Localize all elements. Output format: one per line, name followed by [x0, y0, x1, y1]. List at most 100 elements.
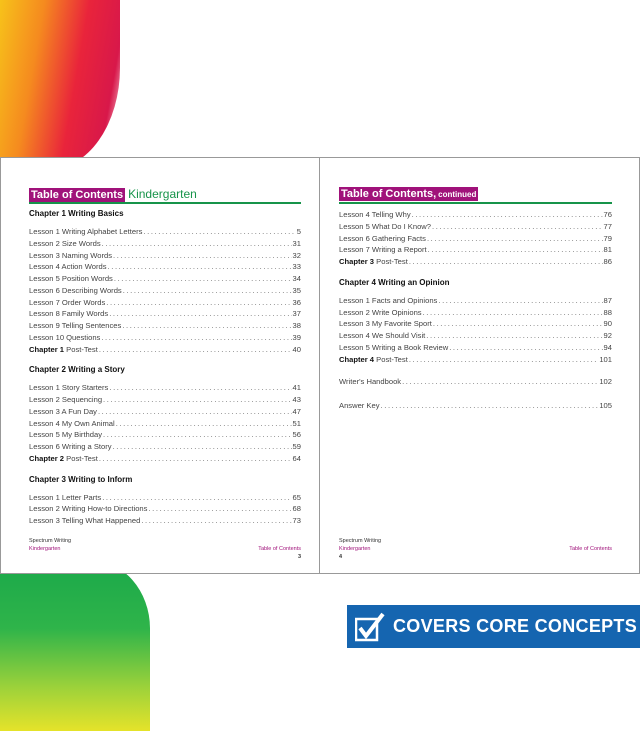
toc-entry: Lesson 1 Facts and Opinions 87 — [339, 295, 612, 307]
chapter-heading: Chapter 4 Writing an Opinion — [339, 277, 450, 287]
entry-title: Post-Test — [66, 344, 98, 354]
leader-dots — [143, 226, 295, 238]
entry-page: 77 — [603, 221, 612, 231]
toc-entry: Lesson 3 Naming Words 32 — [29, 250, 301, 262]
toc-entry: Lesson 1 Letter Parts 65 — [29, 492, 301, 504]
entry-title: Lesson 7 Writing a Report — [339, 245, 427, 255]
entry-page: 40 — [292, 344, 301, 354]
entry-title: Lesson 4 We Should Visit — [339, 331, 426, 340]
leader-dots — [409, 256, 603, 268]
entry-title: Lesson 6 Gathering Facts — [339, 233, 426, 243]
footer-book: Spectrum Writing — [29, 538, 72, 544]
continued-label: continued — [438, 190, 477, 199]
leader-dots — [113, 250, 292, 262]
entry-page: 102 — [599, 377, 612, 387]
entry-title: Lesson 4 Telling Why — [339, 210, 411, 219]
entry-title: Lesson 3 Naming Words — [29, 250, 113, 260]
toc-entry: Lesson 1 Story Starters 41 — [29, 382, 301, 394]
entry-title: Lesson 2 Size Words — [29, 238, 101, 248]
leader-dots — [428, 244, 603, 256]
leader-dots — [122, 320, 291, 332]
right-footer: Spectrum Writing Kindergarten Table of Co… — [339, 537, 612, 561]
toc-entry: Lesson 5 Position Words 34 — [29, 273, 301, 285]
toc-title: Table of Contents, — [341, 188, 437, 200]
grade-subtitle: Kindergarten — [128, 187, 197, 201]
leader-dots — [438, 295, 602, 307]
entry-title: Lesson 3 Telling What Happened — [29, 516, 141, 525]
leader-dots — [432, 221, 603, 233]
entry-page: 64 — [292, 453, 301, 463]
leader-dots — [98, 406, 292, 418]
entry-page: 92 — [603, 331, 612, 340]
toc-entry: Lesson 3 A Fun Day 47 — [29, 406, 301, 418]
leader-dots — [409, 354, 599, 366]
entry-page: 39 — [292, 332, 301, 342]
toc-entry: Lesson 2 Writing How-to Directions 68 — [29, 503, 301, 515]
toc-entry: Lesson 4 We Should Visit 92 — [339, 330, 612, 342]
entry-title: Post-Test — [66, 453, 98, 463]
leader-dots — [103, 394, 292, 406]
left-page-title: Table of Contents Kindergarten — [29, 187, 197, 202]
leader-dots — [102, 492, 291, 504]
leader-dots — [381, 400, 599, 412]
leader-dots — [148, 503, 291, 515]
leader-dots — [141, 515, 291, 527]
entry-title: Lesson 1 Facts and Opinions — [339, 295, 438, 305]
toc-entry: Lesson 6 Describing Words 35 — [29, 285, 301, 297]
entry-page: 43 — [292, 395, 301, 404]
entry-page: 47 — [292, 406, 301, 416]
entry-page: 94 — [603, 342, 612, 352]
entry-title: Lesson 3 A Fun Day — [29, 406, 97, 416]
page-number: 3 — [297, 554, 301, 560]
leader-dots — [103, 429, 292, 441]
entry-title: Post-Test — [376, 257, 408, 266]
footer-section: Table of Contents — [569, 546, 612, 552]
toc-entry: Lesson 2 Size Words 31 — [29, 238, 301, 250]
entry-page: 38 — [292, 321, 301, 330]
toc-entry: Lesson 4 Telling Why 76 — [339, 209, 612, 221]
leader-dots — [426, 330, 602, 342]
entry-title: Lesson 8 Family Words — [29, 309, 109, 319]
entry-page: 90 — [603, 319, 612, 329]
toc-entry: Lesson 3 My Favorite Sport 90 — [339, 318, 612, 330]
leader-dots — [99, 344, 292, 356]
leader-dots — [109, 308, 291, 320]
entry-page: 36 — [292, 297, 301, 307]
toc-entry: Lesson 6 Writing a Story 59 — [29, 441, 301, 453]
entry-title: Post-Test — [376, 354, 408, 364]
decorative-swoosh-bottom — [0, 560, 150, 731]
toc-entry: Lesson 5 My Birthday 56 — [29, 429, 301, 441]
entry-page: 81 — [603, 245, 612, 255]
banner-text: COVERS CORE CONCEPTS — [393, 616, 638, 636]
toc-entry: Answer Key 105 — [339, 400, 612, 412]
leader-dots — [113, 441, 292, 453]
leader-dots — [116, 418, 292, 430]
leader-dots — [99, 453, 292, 465]
right-page-title: Table of Contents, continued — [339, 187, 479, 201]
leader-dots — [109, 382, 291, 394]
covers-core-concepts-banner: COVERS CORE CONCEPTS — [347, 605, 640, 648]
toc-entry: Lesson 7 Order Words 36 — [29, 297, 301, 309]
entry-page: 86 — [603, 257, 612, 266]
chapter-heading: Chapter 2 Writing a Story — [29, 365, 125, 375]
entry-title: Lesson 7 Order Words — [29, 297, 106, 307]
entry-page: 59 — [292, 442, 301, 451]
entry-page: 101 — [599, 354, 612, 364]
leader-dots — [108, 261, 292, 273]
entry-page: 31 — [292, 238, 301, 248]
toc-entry: Lesson 2 Sequencing 43 — [29, 394, 301, 406]
entry-page: 56 — [292, 430, 301, 440]
entry-page: 35 — [292, 285, 301, 295]
chapter-heading: Chapter 1 Writing Basics — [29, 209, 124, 218]
leader-dots — [412, 209, 603, 221]
footer-book: Spectrum Writing — [339, 538, 382, 544]
toc-entry: Lesson 3 Telling What Happened 73 — [29, 515, 301, 527]
toc-entry: Lesson 5 Writing a Book Review 94 — [339, 342, 612, 354]
entry-title: Lesson 5 Position Words — [29, 274, 113, 283]
entry-page: 51 — [292, 418, 301, 428]
toc-entry: Writer's Handbook 102 — [339, 376, 612, 388]
entry-title: Lesson 3 My Favorite Sport — [339, 319, 432, 329]
right-toc-list: Lesson 4 Telling Why 76 Lesson 5 What Do I… — [339, 209, 612, 412]
entry-title: Lesson 1 Letter Parts — [29, 492, 102, 502]
entry-page: 76 — [603, 210, 612, 219]
